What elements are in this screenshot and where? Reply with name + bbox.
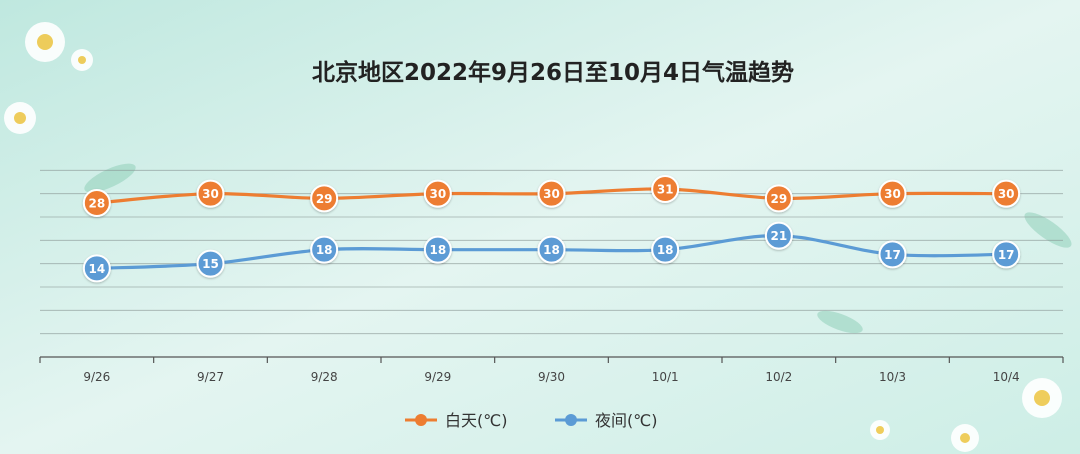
data-label: 15 — [202, 257, 219, 271]
legend-day-marker — [415, 414, 427, 426]
series-night-point — [764, 221, 793, 250]
data-label: 30 — [429, 187, 446, 201]
x-axis: 9/26 9/27 9/28 9/29 9/30 10/1 10/2 10/3 10/4 — [39, 356, 1064, 384]
legend: 白天(℃) 夜间(℃) — [405, 411, 657, 430]
x-tick-label: 9/27 — [197, 370, 224, 384]
series-points: 28 30 29 30 30 31 29 30 30 14 15 18 18 18 18 21 17 17 — [82, 175, 1021, 283]
x-tick-label: 9/28 — [311, 370, 338, 384]
x-tick-label: 10/3 — [879, 370, 906, 384]
data-label: 30 — [202, 187, 219, 201]
legend-night-label: 夜间(℃) — [595, 411, 657, 430]
flower-decoration — [951, 424, 979, 452]
series-day-point — [196, 179, 225, 208]
x-tick-label: 9/29 — [424, 370, 451, 384]
series-night-point — [878, 240, 907, 269]
series-night-point — [196, 249, 225, 278]
data-label: 17 — [998, 248, 1015, 262]
data-label: 30 — [998, 187, 1015, 201]
data-label: 18 — [316, 243, 333, 257]
x-tick-label: 10/1 — [652, 370, 679, 384]
data-label: 30 — [884, 187, 901, 201]
flower-decoration — [71, 49, 93, 71]
series-night-point — [537, 235, 566, 264]
series-day-point — [423, 179, 452, 208]
data-label: 17 — [884, 248, 901, 262]
flower-decoration — [1022, 378, 1062, 418]
x-tick-label: 9/30 — [538, 370, 565, 384]
data-label: 30 — [543, 187, 560, 201]
series-day-point — [82, 189, 111, 217]
data-label: 28 — [88, 197, 105, 211]
data-label: 18 — [429, 243, 446, 257]
series-night-point — [992, 240, 1021, 269]
series-night-point — [82, 254, 111, 283]
series-day-point — [878, 179, 907, 208]
series-day-point — [537, 179, 566, 208]
chart-title: 北京地区2022年9月26日至10月4日气温趋势 — [312, 59, 794, 86]
data-label: 21 — [770, 229, 787, 243]
series-day-point — [764, 184, 793, 213]
series-day-point — [992, 179, 1021, 208]
series-day-point — [651, 175, 680, 203]
x-tick-label: 10/2 — [765, 370, 792, 384]
flower-decoration — [870, 420, 890, 440]
decoration-flowers — [4, 22, 1072, 452]
data-label: 29 — [770, 192, 787, 206]
series-night-point — [651, 235, 680, 264]
series-day-point — [310, 184, 339, 213]
x-tick-label: 10/4 — [993, 370, 1020, 384]
x-tick-label: 9/26 — [83, 370, 110, 384]
data-label: 18 — [657, 243, 674, 257]
data-label: 18 — [543, 243, 560, 257]
flower-decoration — [25, 22, 65, 62]
legend-day-label: 白天(℃) — [445, 411, 507, 430]
data-label: 29 — [316, 192, 333, 206]
data-label: 14 — [88, 262, 105, 276]
data-label: 31 — [657, 183, 674, 197]
series-night-point — [423, 235, 452, 264]
legend-night-marker — [565, 414, 577, 426]
series-night-point — [310, 235, 339, 264]
flower-decoration — [4, 102, 36, 134]
